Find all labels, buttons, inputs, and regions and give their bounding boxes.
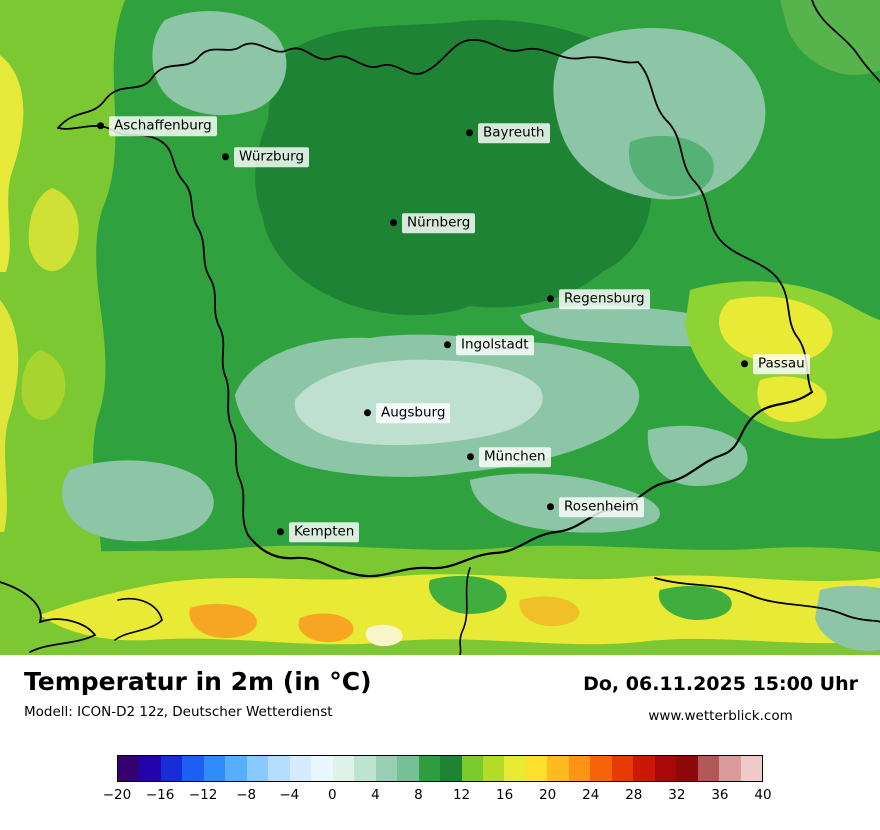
valid-datetime: Do, 06.11.2025 15:00 Uhr [583, 673, 858, 695]
legend-color-segment [676, 756, 698, 781]
city-marker: München [467, 447, 551, 467]
city-dot [466, 129, 473, 137]
legend-tick-label: −20 [102, 787, 132, 803]
legend-tick-label: 16 [496, 787, 514, 803]
legend-tick-label: 8 [414, 787, 423, 803]
legend-tick-label: −4 [279, 787, 300, 803]
city-marker: Aschaffenburg [97, 116, 217, 136]
legend-color-segment [697, 756, 720, 781]
city-dot [467, 453, 474, 461]
city-label: Bayreuth [478, 123, 550, 143]
legend-tick-label: 0 [328, 787, 337, 803]
legend-tick-label: 28 [625, 787, 643, 803]
legend-color-segment [525, 756, 548, 781]
city-label: Passau [753, 354, 810, 374]
city-label: Regensburg [559, 289, 650, 309]
footer-text: Temperatur in 2m (in °C) Modell: ICON-D2… [0, 655, 880, 724]
legend-color-segment [332, 756, 355, 781]
legend-tick-label: 4 [371, 787, 380, 803]
legend: −20 −16 −12 −8 −4 0 4 8 12 16 20 24 28 32 36 40 [103, 755, 772, 809]
legend-color-segment [633, 756, 655, 781]
legend-color-segment [397, 756, 419, 781]
city-label: Kempten [289, 522, 360, 542]
map-svg [0, 0, 880, 655]
city-dot [390, 219, 397, 227]
city-dot [277, 528, 284, 536]
legend-tick-label: 12 [452, 787, 471, 803]
legend-tick-label: 36 [711, 787, 729, 803]
city-label: Ingolstadt [456, 335, 534, 355]
city-dot [547, 295, 554, 303]
legend-color-segment [590, 756, 612, 781]
city-marker: Bayreuth [466, 123, 550, 143]
city-dot [364, 409, 371, 417]
legend-color-segment [719, 756, 741, 781]
city-label: Würzburg [234, 147, 310, 167]
legend-color-segment [311, 756, 333, 781]
temperature-field [0, 0, 880, 655]
city-marker: Würzburg [222, 147, 310, 167]
map-title: Temperatur in 2m (in °C) [24, 667, 372, 696]
legend-color-segment [375, 756, 398, 781]
model-info: Modell: ICON-D2 12z, Deutscher Wetterdie… [24, 703, 333, 720]
legend-color-segment [568, 756, 591, 781]
legend-color-segment [118, 756, 140, 781]
legend-tick-label: 24 [582, 787, 600, 803]
city-marker: Nürnberg [390, 213, 476, 233]
legend-color-segment [182, 756, 204, 781]
legend-ticks: −20 −16 −12 −8 −4 0 4 8 12 16 20 24 28 32 36 40 [103, 787, 772, 809]
state-borders [0, 0, 880, 655]
city-label: Augsburg [376, 403, 451, 423]
legend-color-segment [482, 756, 505, 781]
city-marker: Regensburg [547, 289, 650, 309]
legend-tick-label: −8 [236, 787, 257, 803]
city-marker: Rosenheim [547, 497, 644, 517]
legend-tick-label: −16 [145, 787, 175, 803]
legend-color-segment [139, 756, 161, 781]
legend-tick-label: −12 [188, 787, 218, 803]
legend-color-segment [654, 756, 677, 781]
legend-color-segment [268, 756, 290, 781]
legend-tick-label: 20 [539, 787, 557, 803]
city-marker: Kempten [277, 522, 360, 542]
legend-tick-label: 32 [668, 787, 686, 803]
city-dot [97, 122, 104, 130]
city-dot [222, 153, 229, 161]
city-label: Rosenheim [559, 497, 644, 517]
legend-color-segment [354, 756, 376, 781]
city-marker: Passau [741, 354, 810, 374]
legend-color-segment [418, 756, 441, 781]
legend-bar [117, 755, 763, 782]
legend-color-segment [225, 756, 247, 781]
city-marker: Ingolstadt [444, 335, 534, 355]
legend-color-segment [611, 756, 634, 781]
footer: Temperatur in 2m (in °C) Modell: ICON-D2… [0, 655, 880, 830]
city-marker: Augsburg [364, 403, 451, 423]
legend-color-segment [440, 756, 462, 781]
legend-color-segment [504, 756, 526, 781]
city-dot [741, 360, 748, 368]
legend-color-segment [547, 756, 569, 781]
legend-color-segment [203, 756, 226, 781]
legend-color-segment [740, 756, 763, 781]
city-dot [547, 503, 554, 511]
city-dot [444, 341, 451, 349]
website-url: www.wetterblick.com [648, 708, 793, 724]
city-label: München [479, 447, 551, 467]
temperature-map: Aschaffenburg Würzburg Bayreuth Nürnberg Reg… [0, 0, 880, 655]
legend-tick-label: 40 [754, 787, 772, 803]
legend-color-segment [160, 756, 183, 781]
legend-color-segment [461, 756, 483, 781]
city-label: Nürnberg [402, 213, 476, 233]
legend-color-segment [246, 756, 269, 781]
city-label: Aschaffenburg [109, 116, 217, 136]
legend-color-segment [289, 756, 312, 781]
